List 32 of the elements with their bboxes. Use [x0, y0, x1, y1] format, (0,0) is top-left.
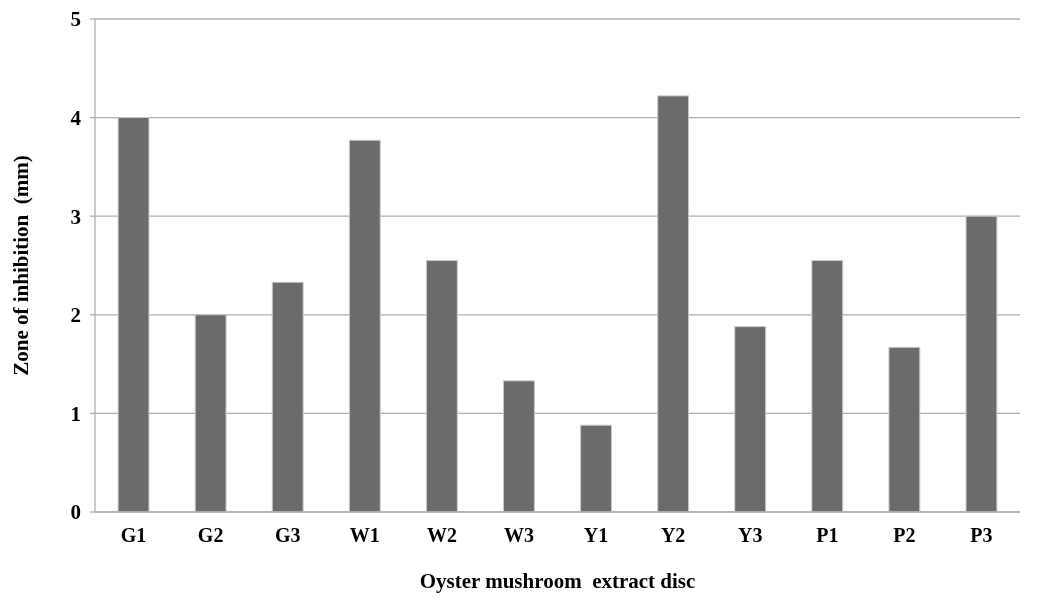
x-tick-label: P1	[816, 524, 839, 546]
bar	[194, 314, 227, 513]
x-tick-label: W1	[349, 524, 380, 546]
x-tick-label: P3	[970, 524, 993, 546]
y-tick-label: 2	[70, 303, 81, 328]
bar	[117, 117, 150, 513]
y-tick-label: 1	[70, 401, 81, 426]
bar	[425, 260, 458, 513]
y-tick-label: 4	[70, 105, 82, 130]
bar	[348, 139, 381, 513]
x-tick-label: G2	[197, 524, 224, 546]
y-tick-label: 3	[70, 204, 81, 229]
bar	[965, 215, 998, 513]
y-axis-title: Zone of inhibition (mm)	[9, 155, 33, 376]
bar	[734, 326, 767, 513]
bar	[580, 424, 612, 513]
bar	[503, 380, 535, 513]
x-tick-label: W2	[426, 524, 457, 546]
bar	[811, 260, 844, 513]
x-tick-label: Y2	[660, 524, 686, 546]
x-axis-title: Oyster mushroom extract disc	[419, 569, 696, 593]
bar	[657, 95, 690, 513]
y-tick-label: 5	[70, 7, 81, 32]
bar	[888, 346, 921, 513]
x-tick-label: Y3	[737, 524, 763, 546]
y-tick-label: 0	[70, 500, 81, 525]
x-tick-label: W3	[503, 524, 534, 546]
x-tick-label: G1	[120, 524, 147, 546]
bar	[271, 281, 304, 513]
x-tick-label: P2	[893, 524, 916, 546]
x-tick-label: G3	[274, 524, 301, 546]
x-tick-label: Y1	[583, 524, 609, 546]
